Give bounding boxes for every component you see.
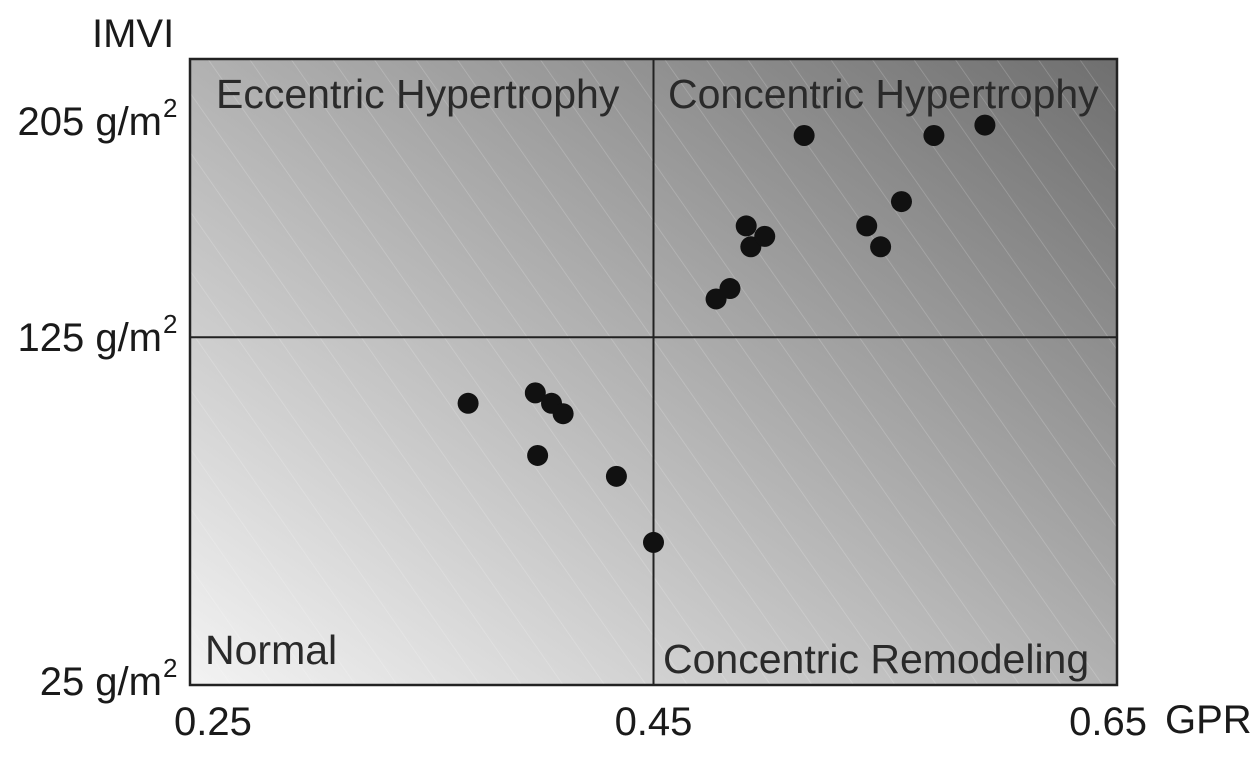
data-point [735, 215, 757, 237]
data-point [974, 114, 996, 136]
x-tick-label: 0.25 [174, 700, 252, 744]
data-points [457, 114, 996, 553]
x-tick-labels: 0.25 0.45 0.65 [174, 700, 1147, 744]
quadrant-label-bottom-left: Normal [205, 627, 337, 673]
quadrant-label-top-right: Concentric Hypertrophy [668, 71, 1099, 117]
data-point [605, 465, 627, 487]
plot-border [188, 57, 1119, 687]
x-tick-label: 0.65 [1069, 700, 1147, 744]
data-point [457, 392, 479, 414]
data-point [527, 444, 549, 466]
x-axis-label: GPR [1165, 698, 1252, 742]
y-tick-label: 205 g/m [17, 100, 162, 144]
data-point [856, 215, 878, 237]
data-point [870, 236, 892, 258]
y-tick-label-superscript: 2 [163, 653, 177, 683]
data-point [923, 125, 945, 147]
y-axis-label: IMVI [92, 12, 174, 56]
y-tick-label-superscript: 2 [163, 309, 177, 339]
data-point [524, 382, 546, 404]
data-point [793, 125, 815, 147]
y-tick-label: 25 g/m [40, 660, 162, 704]
data-point [552, 403, 574, 425]
quadrant-label-top-left: Eccentric Hypertrophy [216, 71, 620, 117]
y-tick-label: 125 g/m [17, 316, 162, 360]
data-point [890, 191, 912, 213]
quadrant-label-bottom-right: Concentric Remodeling [663, 636, 1089, 682]
data-point [719, 278, 741, 300]
x-tick-label: 0.45 [615, 700, 693, 744]
data-point [643, 531, 664, 553]
data-point [754, 225, 776, 247]
y-tick-label-superscript: 2 [163, 93, 177, 123]
